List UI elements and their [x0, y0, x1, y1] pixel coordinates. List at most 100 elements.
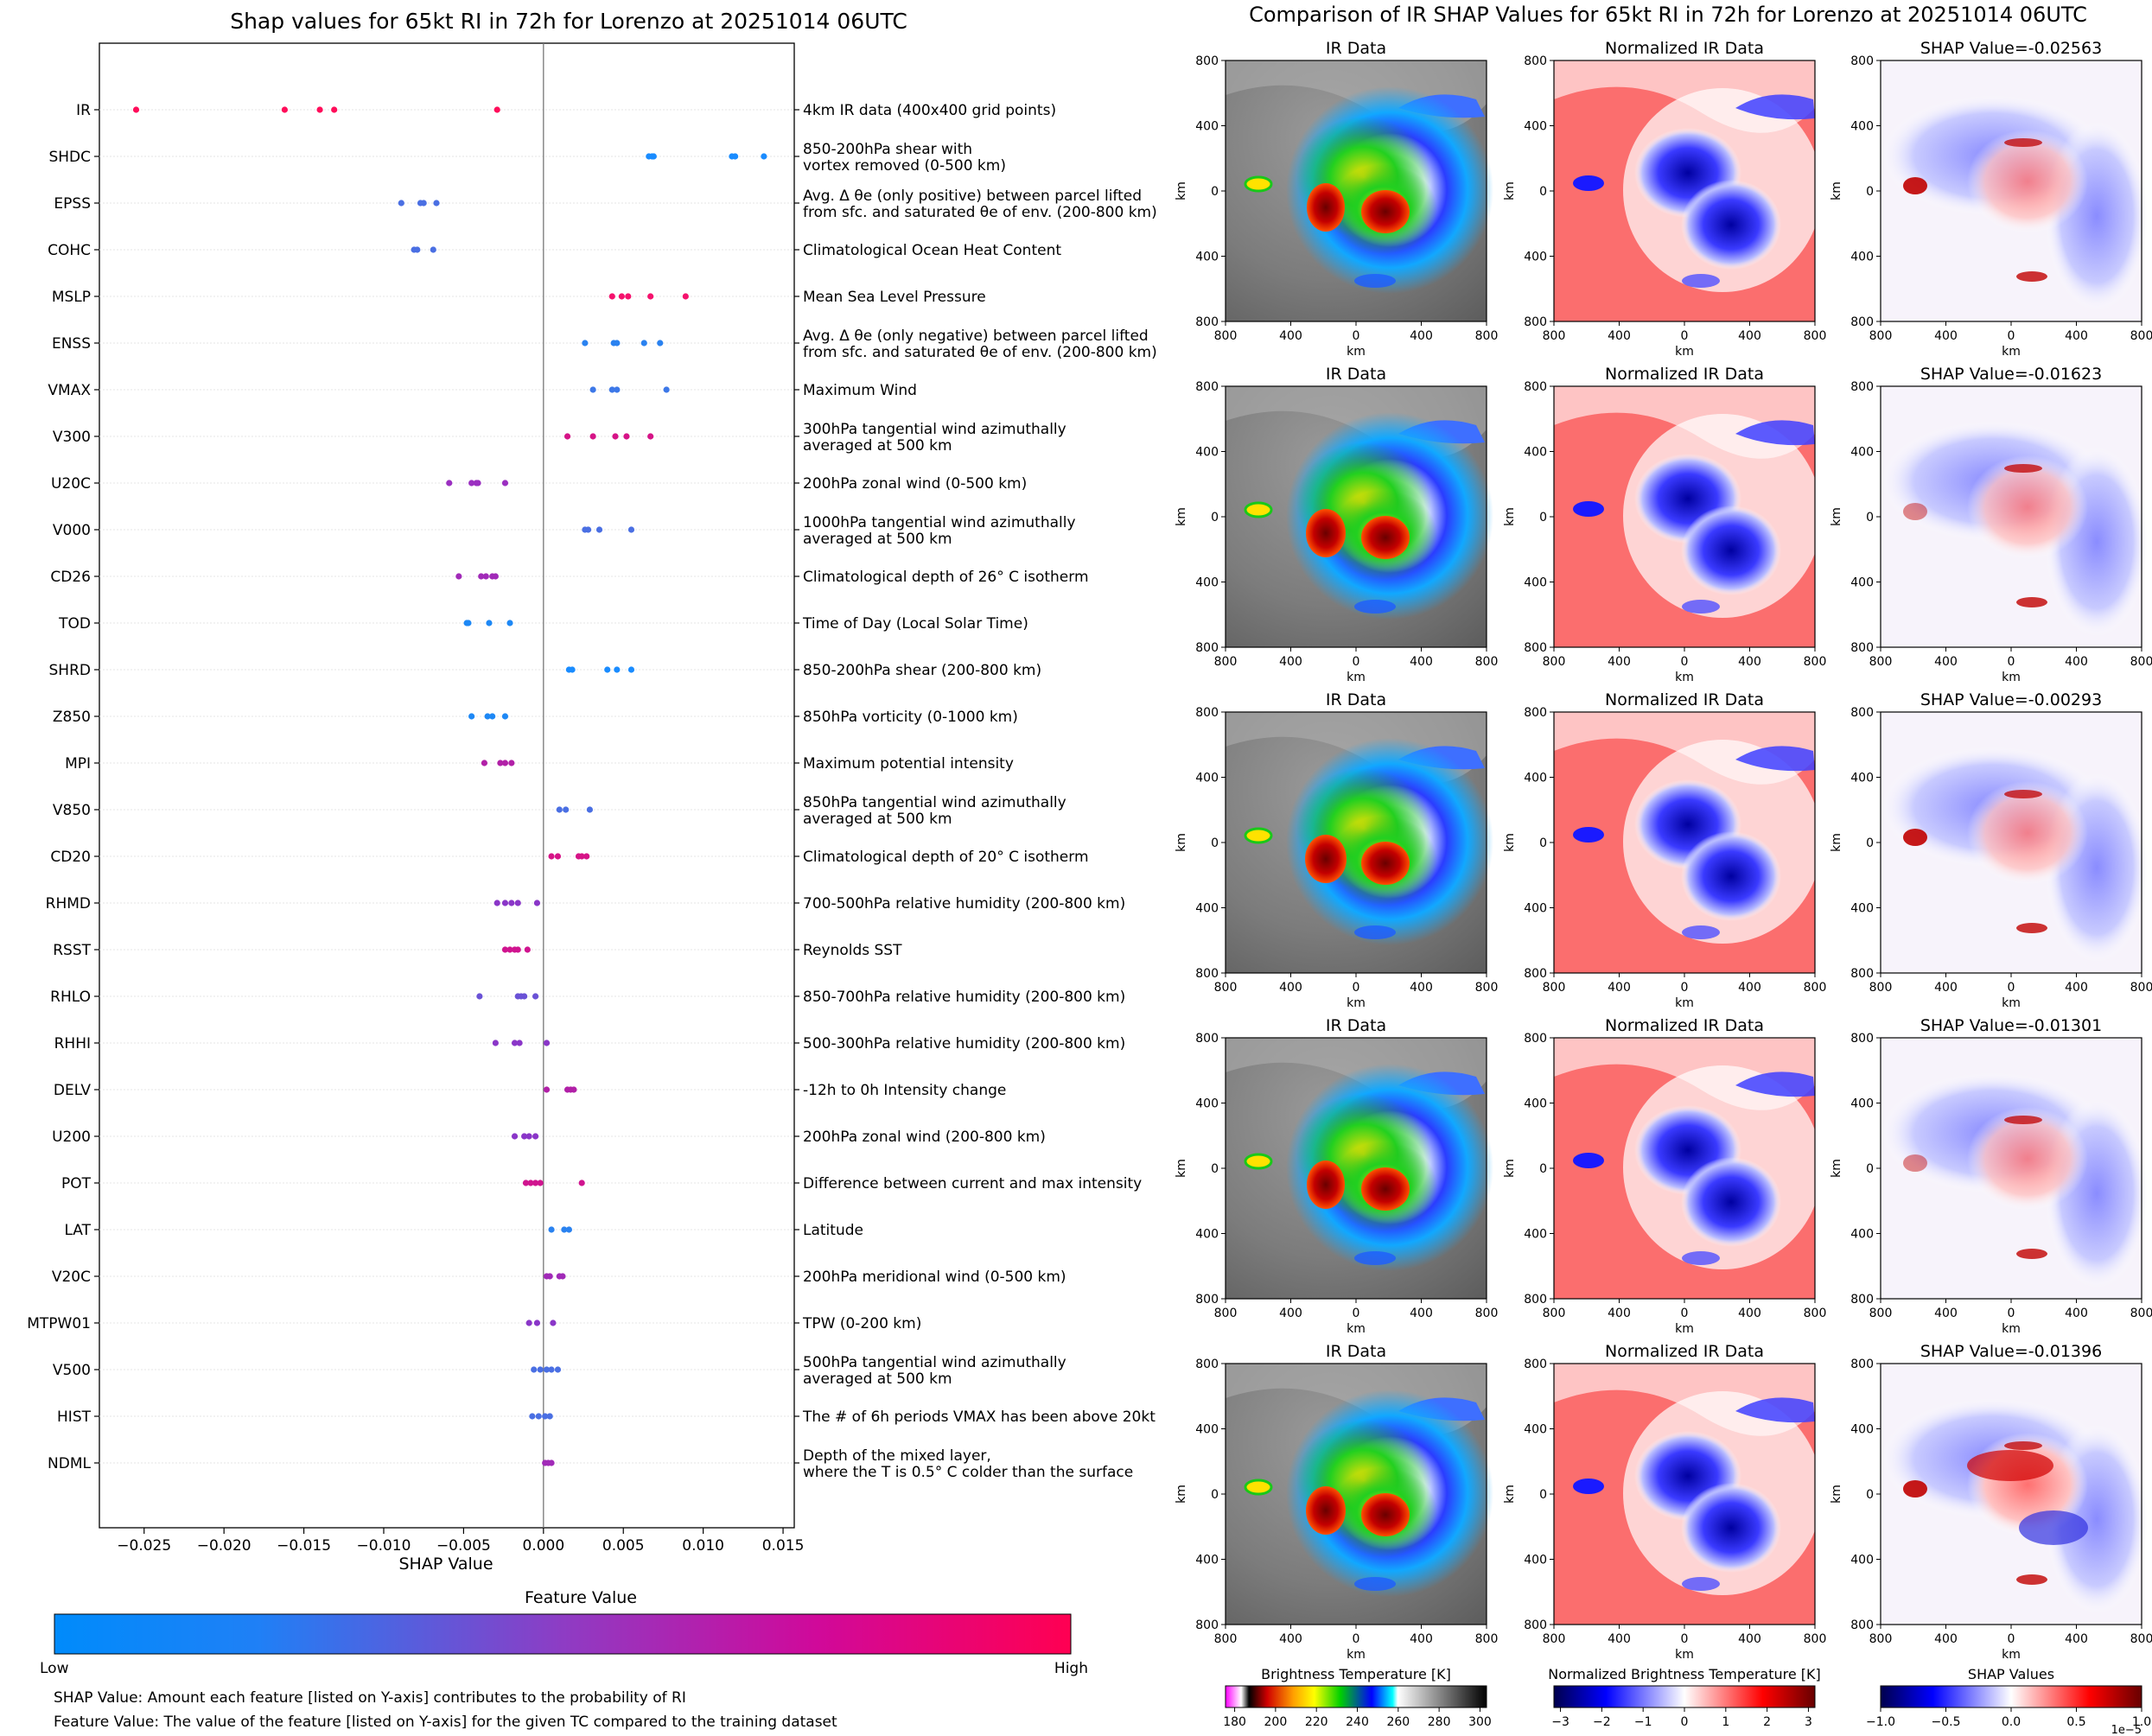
panel-x-tick-label: 0	[1353, 329, 1360, 343]
feature-desc-rsst: Reynolds SST	[803, 942, 902, 959]
panel-x-tick-label: 400	[1738, 329, 1761, 343]
shap-point	[650, 153, 657, 160]
panel-y-tick-label: 0	[1866, 1162, 1874, 1176]
shap-point	[586, 806, 594, 813]
shap-point	[465, 620, 472, 626]
colorbar-tick-label: 180	[1223, 1715, 1246, 1729]
panel-y-tick-label: 0	[1539, 511, 1547, 525]
panel-x-tick-label: 0	[2008, 329, 2015, 343]
feature-label-shrd: SHRD	[49, 662, 91, 679]
panel-y-tick-label: 800	[1850, 706, 1874, 720]
feature-desc-v850: averaged at 500 km	[803, 811, 952, 828]
colorbar-label: Normalized Brightness Temperature [K]	[1548, 1666, 1821, 1682]
normalized-ir-panel: 80080040040000400400800800kmkmNormalized…	[1503, 1342, 1826, 1662]
shap-point	[640, 340, 647, 347]
feature-desc-pot: Difference between current and max inten…	[803, 1175, 1142, 1192]
panel-x-tick-label: 800	[1543, 1632, 1566, 1646]
panel-x-tick-label: 400	[1279, 655, 1302, 669]
panel-x-tick-label: 400	[1279, 1632, 1302, 1646]
shap-value-note: SHAP Value: Amount each feature [listed …	[54, 1689, 686, 1707]
shap-red-streak	[2004, 790, 2042, 798]
shap-panel-title: SHAP Value=-0.01301	[1920, 1016, 2102, 1035]
norm-south	[1682, 1577, 1720, 1591]
panel-x-tick-label: 400	[2065, 1632, 2088, 1646]
panel-y-tick-label: 0	[1539, 836, 1547, 850]
ir-data-title: IR Data	[1326, 690, 1386, 709]
colorbar-tick-label: 1.0	[2132, 1715, 2151, 1729]
shap-point	[548, 853, 555, 860]
shap-point	[627, 666, 635, 673]
feature-desc-mslp: Mean Sea Level Pressure	[803, 289, 986, 306]
feature-desc-v300: 300hPa tangential wind azimuthally	[803, 421, 1066, 438]
panel-y-label: km	[1175, 833, 1188, 852]
shap-point	[625, 293, 632, 300]
panel-x-tick-label: 400	[1934, 981, 1958, 995]
panel-x-tick-label: 400	[1608, 329, 1631, 343]
feature-desc-hist: The # of 6h periods VMAX has been above …	[802, 1409, 1156, 1426]
shap-point	[482, 573, 489, 580]
panel-y-tick-label: 0	[1211, 1488, 1219, 1502]
feature-label-shdc: SHDC	[48, 149, 91, 166]
panel-y-tick-label: 800	[1195, 1358, 1219, 1371]
ir-cold-core-west	[1307, 183, 1345, 232]
panel-y-tick-label: 800	[1524, 706, 1547, 720]
panel-y-tick-label: 400	[1524, 251, 1547, 264]
panel-x-label: km	[1675, 996, 1694, 1010]
panel-x-tick-label: 800	[1543, 981, 1566, 995]
shap-point	[492, 573, 499, 580]
colorbar-tick-label: 280	[1428, 1715, 1451, 1729]
shap-point	[535, 1413, 542, 1420]
shap-point	[430, 246, 436, 253]
shap-point	[569, 666, 576, 673]
feature-desc-ndml: Depth of the mixed layer,	[803, 1447, 991, 1465]
colorbar-gradient	[1880, 1685, 2142, 1708]
panel-y-tick-label: 0	[1866, 185, 1874, 199]
feature-desc-ndml: where the T is 0.5° C colder than the su…	[803, 1464, 1133, 1481]
ir-data-title: IR Data	[1326, 1016, 1386, 1035]
feature-description-labels: 4km IR data (400x400 grid points) 850-200…	[794, 102, 1157, 1481]
shap-point	[537, 1366, 544, 1373]
ir-cloud-south	[1354, 1577, 1396, 1591]
shap-point	[657, 340, 664, 347]
x-tick-label: −0.025	[117, 1537, 171, 1555]
panel-x-tick-label: 800	[1475, 1307, 1499, 1320]
shap-point	[614, 386, 621, 393]
feature-desc-tod: Time of Day (Local Solar Time)	[802, 615, 1028, 633]
panel-y-tick-label: 800	[1850, 380, 1874, 394]
shap-point	[492, 1040, 499, 1046]
panel-y-tick-label: 400	[1195, 772, 1219, 785]
x-tick-label: 0.005	[602, 1537, 645, 1555]
feature-desc-u20c: 200hPa zonal wind (0-500 km)	[803, 475, 1027, 493]
panel-y-tick-label: 400	[1195, 120, 1219, 134]
panel-y-label: km	[1503, 1485, 1517, 1504]
feature-label-vmax: VMAX	[48, 382, 91, 399]
panel-y-tick-label: 400	[1524, 902, 1547, 916]
panel-x-label: km	[1347, 996, 1366, 1010]
panel-y-label: km	[1175, 1485, 1188, 1504]
panel-y-tick-label: 400	[1850, 1228, 1874, 1242]
shap-point	[525, 1319, 532, 1326]
panel-y-tick-label: 800	[1195, 1032, 1219, 1046]
feature-label-rsst: RSST	[53, 942, 91, 959]
shap-point	[559, 1273, 566, 1280]
shap-point	[493, 106, 500, 113]
norm-south	[1682, 1251, 1720, 1265]
panel-y-label: km	[1175, 1159, 1188, 1178]
panel-x-tick-label: 400	[1608, 981, 1631, 995]
panel-x-tick-label: 0	[1353, 655, 1360, 669]
colorbar-gradient	[1225, 1685, 1487, 1708]
norm-patch	[1573, 501, 1604, 517]
shap-point	[614, 666, 621, 673]
colorbar-tick-label: 1	[1722, 1715, 1729, 1729]
norm-north	[1735, 94, 1815, 120]
feature-desc-epss: from sfc. and saturated θe of env. (200-…	[803, 204, 1157, 221]
panel-x-tick-label: 400	[1608, 1632, 1631, 1646]
shap-point	[532, 1180, 539, 1186]
panel-y-tick-label: 800	[1524, 315, 1547, 329]
panel-y-tick-label: 400	[1195, 902, 1219, 916]
panel-y-tick-label: 400	[1850, 902, 1874, 916]
